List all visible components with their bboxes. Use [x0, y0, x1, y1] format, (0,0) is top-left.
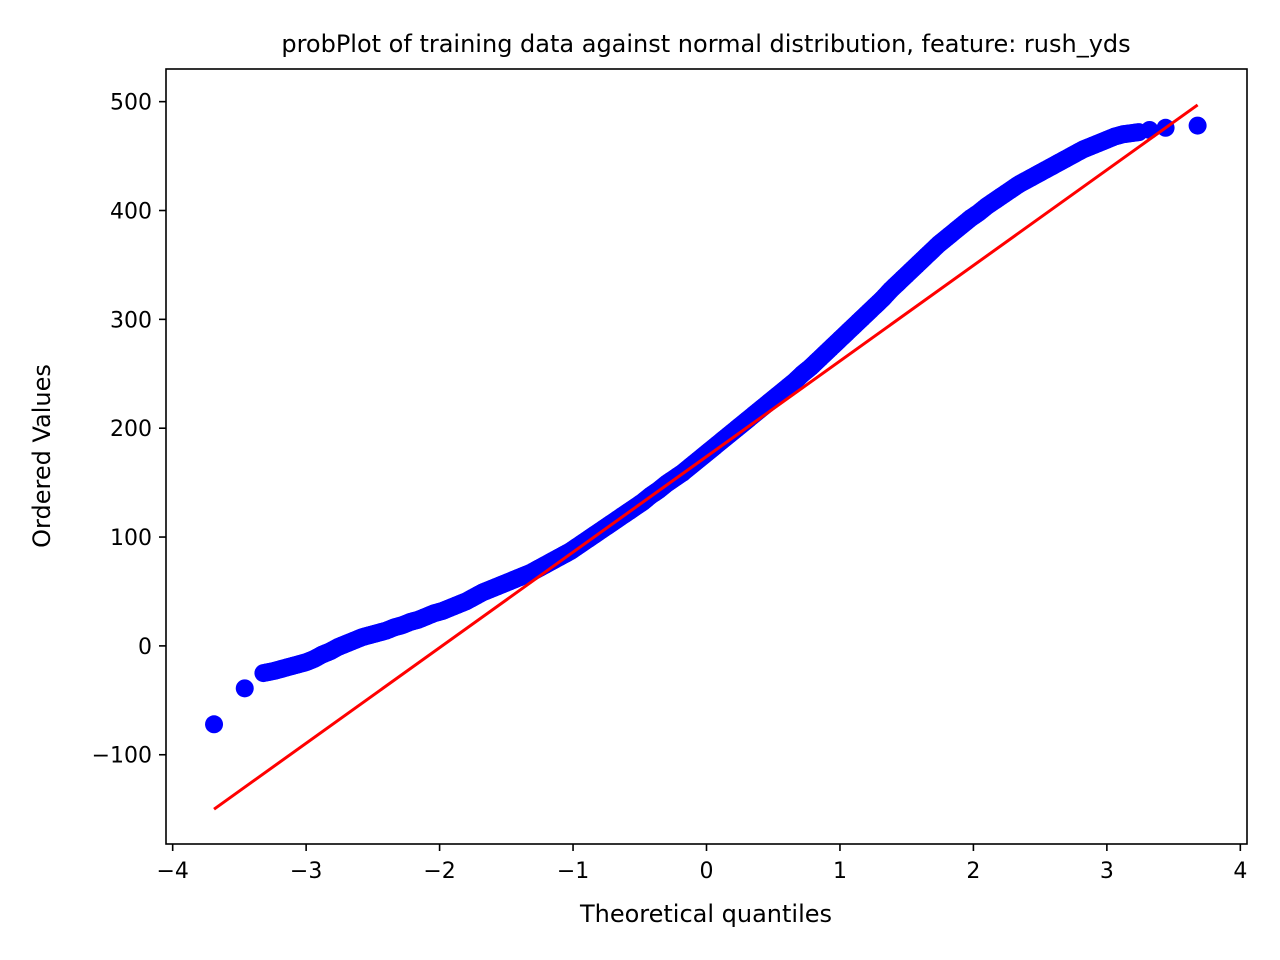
data-point: [205, 715, 224, 734]
y-tick-label: 500: [110, 91, 152, 116]
x-tick-label: 2: [966, 859, 980, 884]
x-tick-label: −2: [423, 859, 455, 884]
x-tick-label: −3: [290, 859, 322, 884]
y-axis-label: Ordered Values: [28, 364, 56, 548]
x-axis-ticks: −4 −3 −2 −1 0 1 2 3 4: [156, 844, 1247, 884]
y-tick-label: 100: [110, 526, 152, 551]
fit-line: [213, 103, 1199, 811]
x-tick-label: 1: [833, 859, 847, 884]
x-tick-label: 0: [700, 859, 714, 884]
y-tick-label: 300: [110, 308, 152, 333]
x-axis-label: Theoretical quantiles: [579, 900, 832, 928]
y-tick-label: −100: [92, 744, 152, 769]
y-axis-ticks: −100 0 100 200 300 400 500: [92, 91, 166, 769]
data-point: [1188, 116, 1207, 135]
x-tick-label: −1: [557, 859, 589, 884]
y-tick-label: 400: [110, 200, 152, 225]
data-points: [205, 116, 1207, 734]
y-tick-label: 0: [138, 635, 152, 660]
data-point: [235, 679, 254, 698]
fit-line-layer: [213, 103, 1199, 811]
y-tick-label: 200: [110, 417, 152, 442]
chart-title: probPlot of training data against normal…: [281, 30, 1130, 58]
x-tick-label: 4: [1233, 859, 1247, 884]
x-tick-label: −4: [156, 859, 188, 884]
x-tick-label: 3: [1100, 859, 1114, 884]
